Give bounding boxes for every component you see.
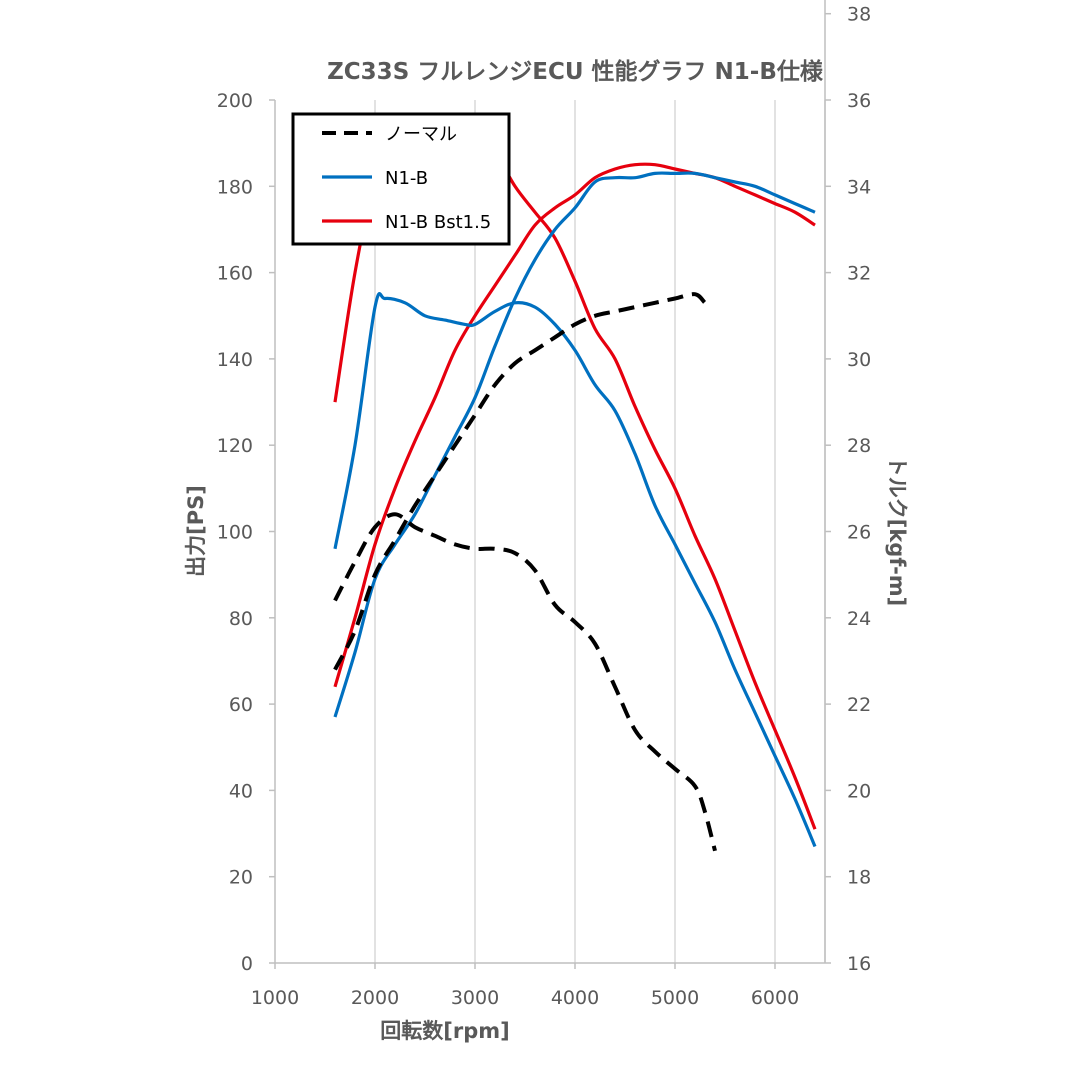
torque-line-normal <box>333 512 717 852</box>
legend-label: ノーマル <box>385 124 457 145</box>
chart-title: ZC33S フルレンジECU 性能グラフ N1-B仕様 <box>327 58 824 85</box>
x-tick-label: 5000 <box>651 987 699 1009</box>
x-tick-label: 1000 <box>251 987 299 1009</box>
y2-tick-label: 30 <box>847 349 871 371</box>
axes <box>269 0 831 969</box>
y-tick-label: 20 <box>229 867 253 889</box>
y-tick-label: 0 <box>241 953 253 975</box>
y2-tick-label: 34 <box>847 176 871 198</box>
y2-tick-label: 22 <box>847 694 871 716</box>
y2-tick-label: 20 <box>847 780 871 802</box>
y-tick-label: 160 <box>217 263 253 285</box>
y-tick-label: 120 <box>217 435 253 457</box>
y2-tick-label: 24 <box>847 608 871 630</box>
x-axis-title: 回転数[rpm] <box>380 1019 509 1043</box>
y-tick-label: 60 <box>229 694 253 716</box>
y-tick-label: 200 <box>217 90 253 112</box>
y2-tick-label: 18 <box>847 867 871 889</box>
y2-tick-label: 16 <box>847 953 871 975</box>
legend-label: N1-B Bst1.5 <box>385 212 491 233</box>
y2-tick-label: 32 <box>847 263 871 285</box>
tick-labels: 1000 2000 3000 4000 5000 6000 0 20 40 60 80 100 120 1… <box>217 4 871 1009</box>
torque-line-n1b <box>333 292 817 848</box>
x-tick-label: 6000 <box>751 987 799 1009</box>
x-tick-label: 4000 <box>551 987 599 1009</box>
y2-axis-title: トルク[kgf-m] <box>885 456 909 607</box>
y2-tick-label: 28 <box>847 435 871 457</box>
y-tick-label: 40 <box>229 780 253 802</box>
legend-label: N1-B <box>385 168 428 189</box>
y-tick-label: 180 <box>217 176 253 198</box>
x-tick-label: 2000 <box>351 987 399 1009</box>
y2-tick-label: 38 <box>847 4 871 26</box>
y-tick-label: 80 <box>229 608 253 630</box>
legend: ノーマル N1-B N1-B Bst1.5 <box>291 112 511 246</box>
y2-tick-label: 36 <box>847 90 871 112</box>
power-line-n1b-bst15 <box>333 162 816 688</box>
power-line-normal <box>333 292 712 671</box>
y-tick-label: 100 <box>217 522 253 544</box>
legend-items: ノーマル N1-B N1-B Bst1.5 <box>322 124 491 233</box>
power-line-n1b <box>333 171 816 718</box>
y-tick-label: 140 <box>217 349 253 371</box>
y-axis-title: 出力[PS] <box>184 485 208 577</box>
y2-tick-label: 26 <box>847 522 871 544</box>
x-tick-label: 3000 <box>451 987 499 1009</box>
